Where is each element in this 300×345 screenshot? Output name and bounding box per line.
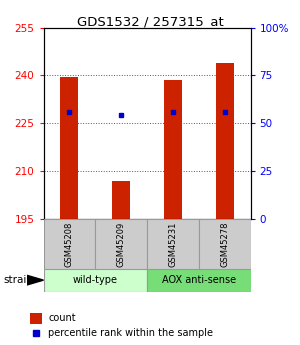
Text: GSM45209: GSM45209 — [117, 221, 126, 267]
Polygon shape — [27, 275, 44, 285]
Bar — [199, 219, 250, 269]
Text: count: count — [49, 313, 76, 323]
Bar — [60, 77, 78, 219]
Text: GSM45231: GSM45231 — [168, 221, 177, 267]
Bar — [112, 181, 130, 219]
Bar — [147, 269, 250, 292]
Text: GDS1532 / 257315_at: GDS1532 / 257315_at — [76, 16, 224, 29]
Text: GSM45278: GSM45278 — [220, 221, 229, 267]
Bar — [30, 313, 42, 324]
Bar — [164, 80, 182, 219]
Text: percentile rank within the sample: percentile rank within the sample — [49, 328, 214, 338]
Text: strain: strain — [3, 276, 33, 285]
Bar — [44, 219, 95, 269]
Text: wild-type: wild-type — [73, 275, 118, 285]
Bar — [147, 219, 199, 269]
Text: GSM45208: GSM45208 — [65, 221, 74, 267]
Text: AOX anti-sense: AOX anti-sense — [162, 275, 236, 285]
Bar — [44, 269, 147, 292]
Bar — [216, 63, 234, 219]
Bar — [95, 219, 147, 269]
